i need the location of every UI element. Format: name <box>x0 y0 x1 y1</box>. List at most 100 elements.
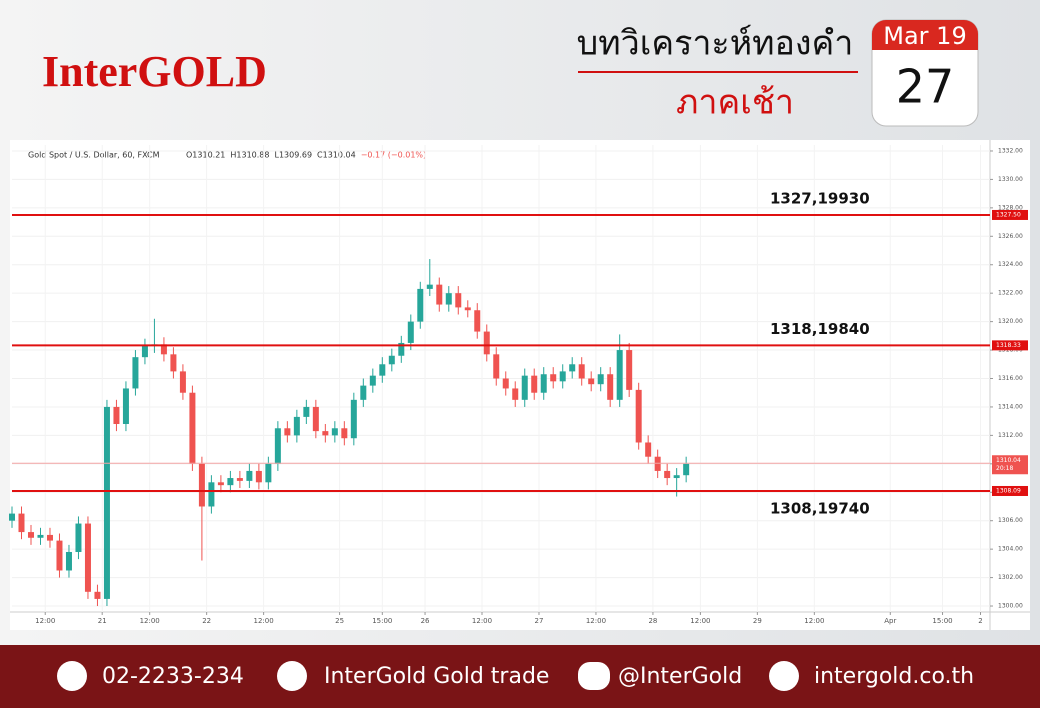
candle-body <box>597 374 604 385</box>
y-tick-label: 1302.00 <box>998 574 1023 581</box>
subtitle: ภาคเช้า <box>676 83 794 123</box>
candle-body <box>635 389 642 443</box>
candle-body <box>550 374 557 382</box>
candle-body <box>274 428 281 464</box>
candle-body <box>160 344 167 355</box>
calendar-month: Mar 19 <box>883 22 966 50</box>
level-note: 1327,19930 <box>770 189 870 207</box>
x-tick-label: 28 <box>648 617 657 625</box>
candle-body <box>75 523 82 552</box>
ohlc-value: C1310.04 <box>317 151 356 160</box>
candle-body <box>569 364 576 372</box>
y-tick-label: 1304.00 <box>998 546 1023 553</box>
candle-body <box>65 551 72 571</box>
candle-body <box>84 523 91 592</box>
x-tick-label: 21 <box>98 617 107 625</box>
candle-body <box>265 463 272 483</box>
candle-body <box>27 532 34 538</box>
level-box <box>992 485 1028 496</box>
ohlc-value: H1310.88 <box>230 151 269 160</box>
y-tick-label: 1328.00 <box>998 204 1023 211</box>
candle-body <box>654 456 661 471</box>
y-tick-label: 1306.00 <box>998 517 1023 524</box>
phone-icon <box>57 661 87 691</box>
symbol: Gold Spot / U.S. Dollar, 60, FXCM <box>28 151 160 160</box>
candle-body <box>683 463 690 476</box>
x-tick-label: 12:00 <box>35 617 55 625</box>
candle-body <box>607 374 614 400</box>
y-tick-label: 1326.00 <box>998 233 1023 240</box>
web-icon <box>769 661 799 691</box>
candle-body <box>626 350 633 390</box>
candle-body <box>113 406 120 425</box>
y-tick-label: 1316.00 <box>998 375 1023 382</box>
x-tick-label: 15:00 <box>372 617 392 625</box>
candle-body <box>132 357 139 389</box>
x-tick-label: 22 <box>202 617 211 625</box>
chart-panel <box>10 140 1030 630</box>
calendar-top <box>872 20 978 50</box>
footer-facebook: InterGold Gold trade <box>324 664 549 689</box>
y-tick-label: 1320.00 <box>998 318 1023 325</box>
candle-body <box>303 406 310 417</box>
candle-body <box>198 463 205 507</box>
level-note: 1308,19740 <box>770 499 870 517</box>
candle-body <box>331 428 338 436</box>
candle-body <box>407 321 414 343</box>
last-price-label: 1310.04 <box>996 457 1021 464</box>
x-tick-label: 15:00 <box>932 617 952 625</box>
candle-body <box>217 482 224 486</box>
x-tick-label: 12:00 <box>472 617 492 625</box>
y-tick-label: 1314.00 <box>998 403 1023 410</box>
candle-body <box>312 406 319 432</box>
candle-body <box>445 293 452 305</box>
candle-body <box>559 371 566 382</box>
level-label: 1327.50 <box>996 211 1021 218</box>
candle-body <box>141 345 148 358</box>
candle-body <box>426 284 433 289</box>
ohlc-legend: O1310.21 H1310.88 L1309.69 C1310.04 −0.17 (−… <box>186 151 426 160</box>
candle-body <box>18 513 25 533</box>
ohlc-value: −0.17 (−0.01%) <box>361 151 426 160</box>
candle-body <box>227 478 234 486</box>
logo: InterGOLD <box>42 47 267 96</box>
level-label: 1308.09 <box>996 487 1021 494</box>
x-tick-label: 29 <box>753 617 762 625</box>
candle-body <box>531 375 538 393</box>
candle-body <box>664 470 671 479</box>
x-tick-label: 26 <box>421 617 430 625</box>
candle-body <box>464 307 471 311</box>
candle-body <box>455 293 462 308</box>
x-tick-label: Apr <box>884 617 896 625</box>
candle-body <box>350 399 357 439</box>
candle-body <box>493 354 500 379</box>
ohlc-value: O1310.21 <box>186 151 225 160</box>
candle-body <box>540 374 547 393</box>
candle-body <box>122 388 129 425</box>
x-tick-label: 12:00 <box>140 617 160 625</box>
candle-body <box>417 288 424 322</box>
candle-body <box>502 378 509 389</box>
candle-body <box>170 354 177 372</box>
candle-body <box>398 342 405 356</box>
x-tick-label: 2 <box>978 617 982 625</box>
facebook-icon <box>277 661 307 691</box>
candle-body <box>512 388 519 400</box>
title: บทวิเคราะห์ทองคำ <box>577 24 854 64</box>
candle-body <box>474 310 481 332</box>
candle-body <box>360 385 367 400</box>
candle-body <box>255 470 262 483</box>
candle-body <box>521 375 528 400</box>
last-price-box <box>992 455 1028 475</box>
y-tick-label: 1332.00 <box>998 147 1023 154</box>
footer-line: @InterGold <box>618 664 742 689</box>
x-tick-label: 25 <box>335 617 344 625</box>
candle-body <box>246 470 253 481</box>
candle-body <box>293 416 300 436</box>
candle-body <box>284 428 291 436</box>
x-tick-label: 12:00 <box>690 617 710 625</box>
candle-body <box>37 534 44 538</box>
calendar-day: 27 <box>896 60 955 114</box>
x-tick-label: 12:00 <box>254 617 274 625</box>
